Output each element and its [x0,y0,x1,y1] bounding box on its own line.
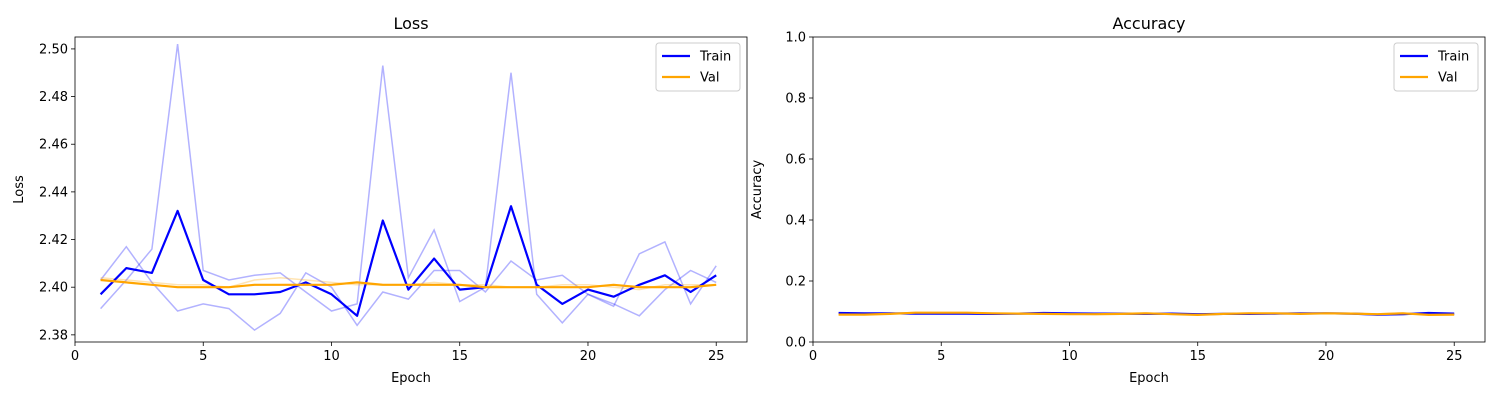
x-tick-label: 10 [1061,349,1078,364]
y-tick-label: 0.0 [785,336,806,351]
axes-frame [812,36,1486,343]
plot-area [99,44,717,332]
x-axis-label: Epoch [391,371,431,386]
axes-frame [74,36,748,343]
legend-label-train: Train [1437,50,1469,65]
background-run-line-0 [100,44,717,325]
series-line-val [100,278,717,289]
y-tick-label: 2.40 [39,281,68,296]
x-tick-label: 15 [451,349,468,364]
x-tick-label: 0 [71,349,79,364]
y-tick-label: 0.2 [785,275,806,290]
x-tick-label: 20 [1318,349,1335,364]
series-line-val [838,311,1455,316]
background-run-line-1 [100,240,717,332]
x-tick-label: 5 [199,349,207,364]
legend-label-val: Val [1438,71,1457,86]
y-tick-label: 0.4 [785,214,806,229]
x-axis-label: Epoch [1129,371,1169,386]
y-tick-label: 2.44 [39,185,68,200]
x-tick-label: 15 [1189,349,1206,364]
y-tick-label: 0.8 [785,92,806,107]
legend-label-val: Val [700,71,719,86]
chart-title: Accuracy [1112,14,1185,33]
plot-area [838,311,1455,316]
chart-title: Loss [393,14,428,33]
y-tick-label: 2.42 [39,233,68,248]
x-tick-label: 0 [809,349,817,364]
x-tick-label: 5 [937,349,945,364]
x-tick-label: 25 [708,349,725,364]
y-tick-label: 0.6 [785,153,806,168]
legend: Train Val [1393,42,1479,92]
legend-label-train: Train [699,50,731,65]
x-tick-label: 25 [1446,349,1463,364]
y-axis-label: Loss [12,175,27,204]
y-tick-label: 2.38 [39,328,68,343]
x-tick-label: 10 [323,349,340,364]
chart-panel-loss: Loss 0 5 10 15 20 25 2.38 2.40 2.42 2.44 2.46 2.48 2.… [12,14,748,386]
x-tick-label: 20 [580,349,597,364]
series-line-train [99,205,717,317]
chart-panel-accuracy: Accuracy 0 5 10 15 20 25 0.0 0.2 0.4 0.6 0.8 1.0 Epoc… [750,14,1486,386]
y-tick-label: 2.50 [39,42,68,57]
legend: Train Val [655,42,741,92]
y-tick-label: 2.48 [39,90,68,105]
y-tick-label: 1.0 [785,31,806,46]
y-axis-label: Accuracy [750,160,765,220]
y-tick-label: 2.46 [39,138,68,153]
